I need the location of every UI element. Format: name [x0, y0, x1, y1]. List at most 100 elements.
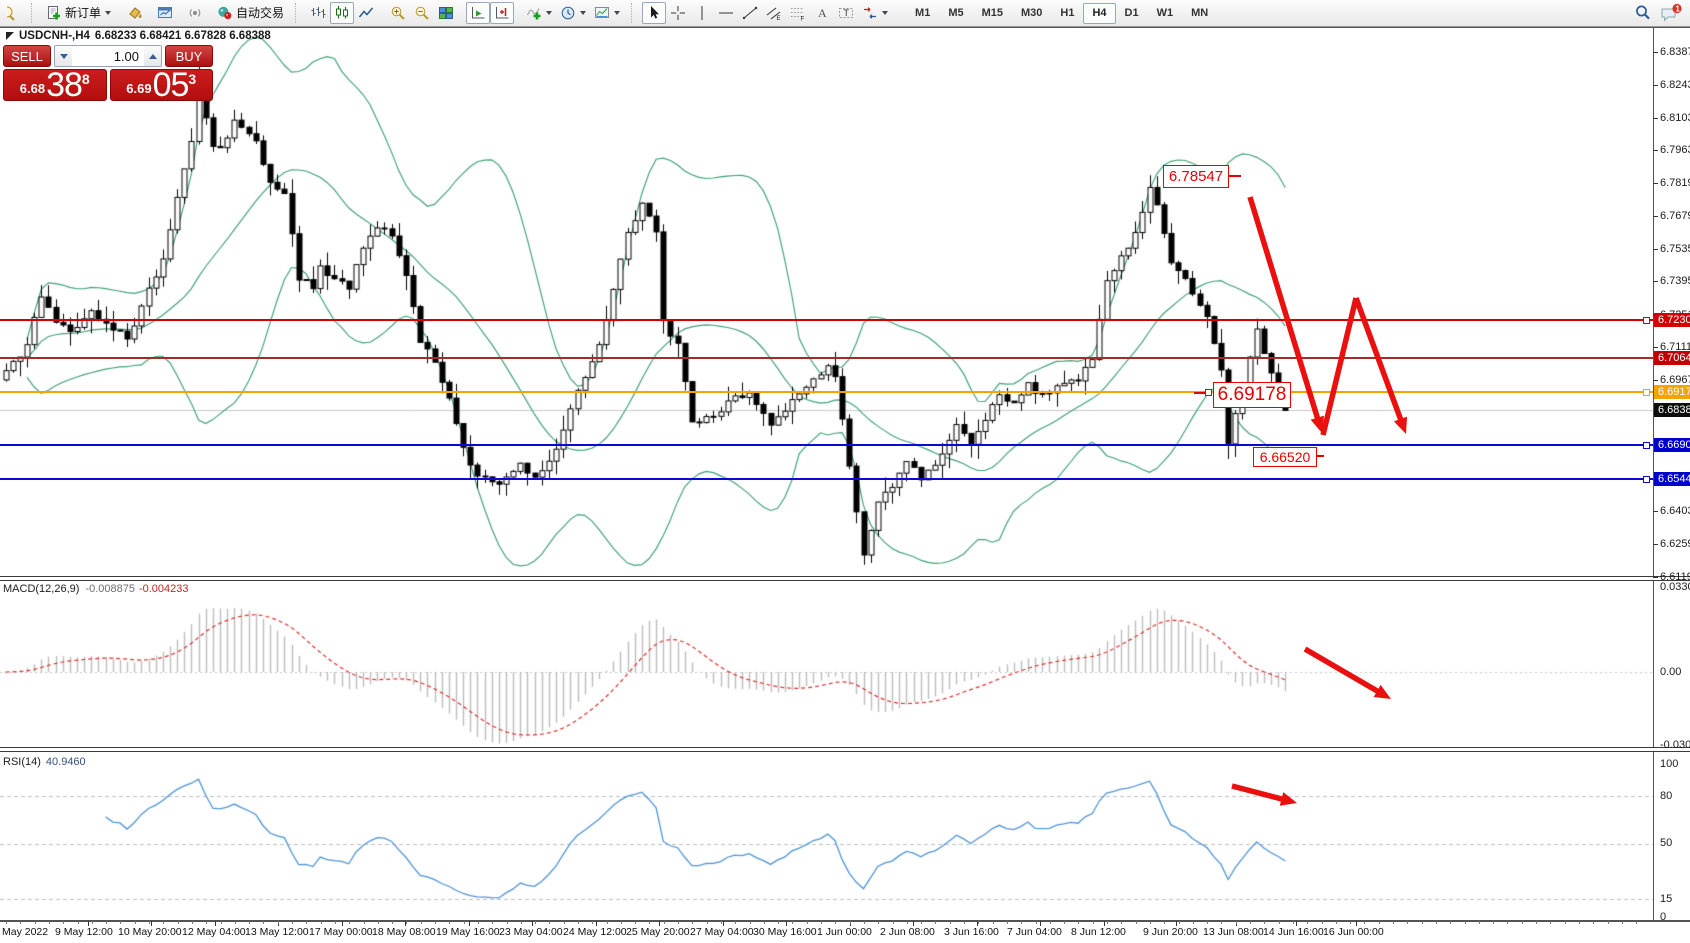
- line-handle[interactable]: [1643, 476, 1650, 483]
- time-axis-label[interactable]: 27 May 04:00: [690, 926, 754, 938]
- time-minor-tick: [78, 921, 79, 924]
- zoom-in-button[interactable]: [386, 2, 410, 24]
- line-chart-button[interactable]: [354, 2, 378, 24]
- toolbar-separator: [31, 3, 38, 23]
- time-axis-label[interactable]: 8 Jun 12:00: [1071, 926, 1126, 938]
- signals-button[interactable]: [183, 2, 207, 24]
- timeframe-button-w1[interactable]: W1: [1156, 6, 1174, 19]
- time-minor-tick: [492, 921, 493, 924]
- time-axis-label[interactable]: 14 Jun 16:00: [1263, 926, 1324, 938]
- candlestick-chart-button[interactable]: [330, 2, 355, 24]
- time-minor-tick: [578, 921, 579, 924]
- periods-button[interactable]: [556, 2, 590, 24]
- time-tick-mark: [88, 921, 89, 926]
- horizontal-line-6.65446[interactable]: [0, 478, 1653, 480]
- time-axis-label[interactable]: 25 May 20:00: [626, 926, 690, 938]
- buy-price-small: 6.69: [126, 81, 152, 96]
- horizontal-line-button[interactable]: [714, 2, 738, 24]
- indicators-button[interactable]: [522, 2, 556, 24]
- timeframe-button-m1[interactable]: M1: [915, 6, 931, 19]
- time-axis-label[interactable]: 16 Jun 00:00: [1323, 926, 1384, 938]
- buy-price-display[interactable]: 6.69 05 3: [109, 68, 213, 102]
- volume-increase-button[interactable]: [144, 46, 161, 66]
- time-minor-tick: [1636, 921, 1637, 924]
- price-annotation-6.66520[interactable]: 6.66520: [1253, 447, 1317, 467]
- time-minor-tick: [1107, 921, 1108, 924]
- time-axis-label[interactable]: 30 May 16:00: [753, 926, 817, 938]
- macd-rsi-separator[interactable]: [0, 747, 1690, 752]
- search-button[interactable]: [1630, 2, 1656, 24]
- text-button[interactable]: A: [810, 2, 834, 24]
- time-axis-label[interactable]: 13 May 12:00: [245, 926, 309, 938]
- volume-spinner[interactable]: 1.00: [54, 45, 162, 67]
- line-handle[interactable]: [1643, 389, 1650, 396]
- timeframe-button-m30[interactable]: M30: [1021, 6, 1043, 19]
- timeframe-button-m5[interactable]: M5: [948, 6, 964, 19]
- bar-chart-button[interactable]: [306, 2, 330, 24]
- price-tick-label: 6.83870: [1660, 45, 1690, 58]
- autotrading-button[interactable]: 自动交易: [213, 2, 288, 24]
- sell-price-display[interactable]: 6.68 38 8: [3, 68, 107, 102]
- time-axis-label[interactable]: 2 Jun 08:00: [880, 926, 935, 938]
- time-axis-label[interactable]: 13 Jun 08:00: [1203, 926, 1264, 938]
- time-axis-label[interactable]: 9 May 12:00: [55, 926, 113, 938]
- crosshair-button[interactable]: [666, 2, 690, 24]
- horizontal-line-6.70646[interactable]: [0, 357, 1653, 359]
- collapse-arrow-icon[interactable]: [6, 32, 14, 40]
- sell-button[interactable]: SELL: [3, 45, 51, 67]
- fibonacci-button[interactable]: F: [786, 2, 810, 24]
- time-tick-mark: [977, 921, 978, 926]
- clipped-left-button[interactable]: [0, 2, 24, 24]
- styler-button[interactable]: [123, 2, 147, 24]
- equidistant-channel-button[interactable]: E: [762, 2, 786, 24]
- time-axis-label[interactable]: 17 May 00:00: [309, 926, 373, 938]
- chat-button[interactable]: 1: [1656, 2, 1688, 24]
- svg-text:E: E: [777, 16, 781, 21]
- time-axis-label[interactable]: May 2022: [2, 926, 49, 938]
- volume-decrease-button[interactable]: [55, 46, 72, 66]
- time-axis-label[interactable]: 1 Jun 00:00: [817, 926, 872, 938]
- volume-value[interactable]: 1.00: [113, 48, 139, 64]
- horizontal-line-6.69178[interactable]: [0, 391, 1653, 393]
- zoom-out-button[interactable]: [410, 2, 434, 24]
- horizontal-line-6.72309[interactable]: [0, 319, 1653, 321]
- time-axis-label[interactable]: 3 Jun 16:00: [944, 926, 999, 938]
- vertical-line-button[interactable]: [690, 2, 714, 24]
- main-macd-separator[interactable]: [0, 576, 1690, 581]
- timeframe-button-mn[interactable]: MN: [1191, 6, 1209, 19]
- timeframe-button-h1[interactable]: H1: [1060, 6, 1075, 19]
- chart-window-icon: [157, 5, 173, 21]
- tile-windows-button[interactable]: [434, 2, 458, 24]
- time-minor-tick: [1536, 921, 1537, 924]
- line-handle[interactable]: [1643, 317, 1650, 324]
- text-label-button[interactable]: T: [834, 2, 858, 24]
- trendline-button[interactable]: [738, 2, 762, 24]
- time-axis-label[interactable]: 9 Jun 20:00: [1143, 926, 1198, 938]
- timeframe-button-h4[interactable]: H4: [1083, 2, 1116, 24]
- cursor-button[interactable]: [642, 2, 667, 24]
- price-annotation-6.69178[interactable]: 6.69178: [1213, 382, 1291, 408]
- time-axis-label[interactable]: 7 Jun 04:00: [1007, 926, 1062, 938]
- line-handle[interactable]: [1643, 442, 1650, 449]
- time-axis-label[interactable]: 12 May 04:00: [182, 926, 246, 938]
- time-axis-label[interactable]: 23 May 04:00: [499, 926, 563, 938]
- time-axis-label[interactable]: 24 May 12:00: [563, 926, 627, 938]
- buy-button[interactable]: BUY: [165, 45, 213, 67]
- time-axis-label[interactable]: 19 May 16:00: [436, 926, 500, 938]
- auto-scroll-button[interactable]: [466, 2, 491, 24]
- time-axis-label[interactable]: 18 May 08:00: [372, 926, 436, 938]
- svg-text:T: T: [844, 8, 850, 18]
- price-annotation-6.78547[interactable]: 6.78547: [1163, 165, 1229, 188]
- templates-button[interactable]: [590, 2, 624, 24]
- time-minor-tick: [1264, 921, 1265, 924]
- horizontal-line-6.66904[interactable]: [0, 444, 1653, 446]
- chart-shift-button[interactable]: [490, 2, 515, 24]
- timeframe-button-m15[interactable]: M15: [981, 6, 1003, 19]
- open-chart-button[interactable]: [153, 2, 177, 24]
- timeframe-button-d1[interactable]: D1: [1124, 6, 1139, 19]
- new-order-button[interactable]: 新订单: [42, 2, 115, 24]
- arrows-button[interactable]: [858, 2, 892, 24]
- time-axis-label[interactable]: 10 May 20:00: [118, 926, 182, 938]
